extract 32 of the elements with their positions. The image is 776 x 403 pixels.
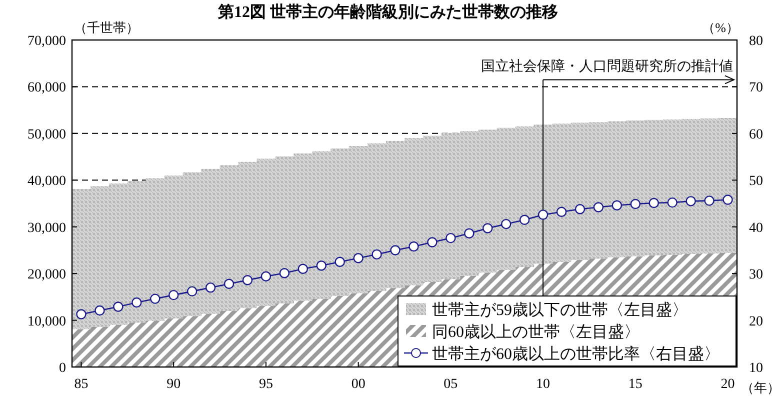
x-tick-label: 20 <box>720 377 735 392</box>
ref-line-label: 国立社会保障・人口問題研究所の推計値 <box>481 58 733 75</box>
x-tick-label: 10 <box>536 377 550 392</box>
x-axis-title: （年） <box>741 380 776 395</box>
y-axis-title: （千世帯） <box>74 20 139 35</box>
legend-label: 同60歳以上の世帯〈左目盛〉 <box>432 323 640 341</box>
y-tick-label: 70,000 <box>28 34 66 49</box>
chart-title: 第12図 世帯主の年齢階級別にみた世帯数の推移 <box>217 2 558 21</box>
y-tick-label: 0 <box>59 361 66 376</box>
y2-tick-label: 40 <box>749 220 763 236</box>
x-tick-label: 05 <box>444 377 458 392</box>
y2-tick-label: 80 <box>749 34 763 49</box>
y-tick-label: 30,000 <box>28 220 66 236</box>
y2-tick-label: 10 <box>749 361 763 376</box>
y-tick-label: 60,000 <box>28 80 66 96</box>
legend-label: 世帯主が59歳以下の世帯〈左目盛〉 <box>432 301 688 319</box>
x-tick-label: 90 <box>166 377 181 392</box>
y2-axis-title: （%） <box>702 20 739 35</box>
y2-tick-label: 50 <box>749 174 763 190</box>
y2-tick-label: 60 <box>749 127 763 142</box>
y-tick-label: 10,000 <box>28 314 66 330</box>
y2-tick-label: 20 <box>749 314 763 330</box>
y-tick-label: 40,000 <box>28 174 66 190</box>
y-tick-label: 50,000 <box>28 127 66 142</box>
y-tick-label: 20,000 <box>28 268 66 283</box>
x-tick-label: 95 <box>258 377 273 392</box>
x-tick-label: 85 <box>74 377 88 392</box>
x-tick-label: 00 <box>351 377 366 392</box>
y2-tick-label: 70 <box>749 80 763 96</box>
legend-label: 世帯主が60歳以上の世帯比率〈右目盛〉 <box>432 345 720 363</box>
y2-tick-label: 30 <box>749 268 763 283</box>
x-tick-label: 15 <box>628 377 642 392</box>
